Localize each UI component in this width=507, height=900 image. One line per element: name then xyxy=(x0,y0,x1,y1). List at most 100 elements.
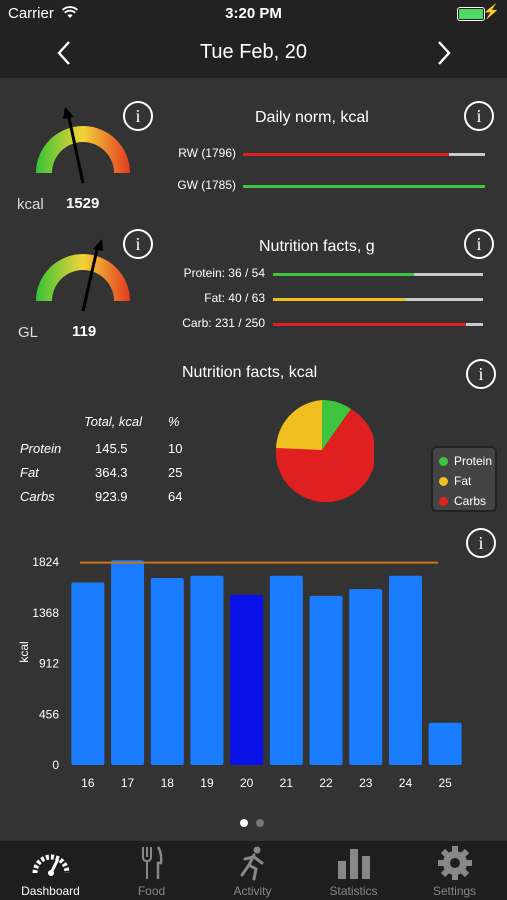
table-cell-total: 364.3 xyxy=(95,465,128,480)
day-bar[interactable] xyxy=(230,594,264,765)
daily-norm-bar-track-1 xyxy=(243,185,485,188)
x-tick-label: 19 xyxy=(200,776,214,790)
tab-settings[interactable]: Settings xyxy=(404,841,505,900)
status-bar: Carrier 3:20 PM ⚡ xyxy=(0,0,507,28)
x-tick-label: 16 xyxy=(81,776,95,790)
gauge-icon xyxy=(32,854,70,876)
next-day-button[interactable] xyxy=(436,40,452,66)
tab-statistics-label: Statistics xyxy=(329,884,378,898)
wifi-icon xyxy=(62,6,78,18)
x-tick-label: 21 xyxy=(280,776,294,790)
bar-chart-icon xyxy=(338,849,370,879)
table-cell-name: Protein xyxy=(20,441,62,456)
nutrition-bar-label-1: Fat: 40 / 63 xyxy=(204,291,265,305)
table-header-total: Total, kcal xyxy=(84,414,143,429)
legend-item-protein: Protein xyxy=(439,454,492,468)
nutrition-kcal-title: Nutrition facts, kcal xyxy=(182,364,318,381)
legend-item-carbs: Carbs xyxy=(439,494,486,508)
tab-activity[interactable]: Activity xyxy=(202,841,303,900)
day-bar[interactable] xyxy=(111,560,145,765)
daily-norm-bar-label-0: RW (1796) xyxy=(178,146,236,160)
tab-food[interactable]: Food xyxy=(101,841,202,900)
charging-icon: ⚡ xyxy=(482,3,500,19)
gl-gauge-value: 119 xyxy=(72,323,97,340)
y-axis-label: kcal xyxy=(17,641,31,662)
chart-info-icon[interactable]: i xyxy=(466,528,496,558)
table-header-percent: % xyxy=(168,414,180,429)
legend-item-fat: Fat xyxy=(439,474,471,488)
x-tick-label: 22 xyxy=(319,776,333,790)
x-tick-label: 18 xyxy=(161,776,175,790)
page-dot-2[interactable] xyxy=(256,819,264,827)
kcal-gauge-info-icon[interactable]: i xyxy=(123,101,153,131)
y-tick-label: 0 xyxy=(52,758,59,772)
tab-dashboard-label: Dashboard xyxy=(21,884,80,898)
daily-norm-bar-fill-1 xyxy=(243,185,485,188)
fork-knife-icon xyxy=(142,846,163,879)
nutrition-bar-fill-2 xyxy=(273,323,467,326)
table-cell-total: 145.5 xyxy=(95,441,128,456)
daily-norm-info-icon[interactable]: i xyxy=(464,101,494,131)
nutrition-bar-label-2: Carb: 231 / 250 xyxy=(182,316,265,330)
nutrition-bar-track-2 xyxy=(273,323,483,326)
tab-food-label: Food xyxy=(137,884,166,898)
macro-pie-chart xyxy=(275,399,374,502)
nutrition-g-info-icon[interactable]: i xyxy=(464,229,494,259)
x-tick-label: 25 xyxy=(438,776,452,790)
page-indicator[interactable] xyxy=(240,814,272,832)
y-tick-label: 456 xyxy=(39,707,59,721)
y-tick-label: 912 xyxy=(39,657,59,671)
table-cell-pct: 25 xyxy=(168,465,183,480)
battery-icon xyxy=(457,7,485,21)
gl-gauge xyxy=(36,239,130,312)
nav-bar: Tue Feb, 20 xyxy=(0,28,507,78)
daily-norm-bar-fill-0 xyxy=(243,153,449,156)
tab-bar: Dashboard Food Activity Statistics xyxy=(0,841,507,900)
nutrition-bar-fill-0 xyxy=(273,273,414,276)
x-tick-label: 24 xyxy=(399,776,413,790)
date-title: Tue Feb, 20 xyxy=(199,41,308,63)
prev-day-button[interactable] xyxy=(56,40,72,66)
y-tick-label: 1824 xyxy=(32,555,59,569)
x-tick-label: 20 xyxy=(240,776,254,790)
tab-settings-label: Settings xyxy=(432,884,477,898)
day-bar[interactable] xyxy=(309,595,343,765)
day-bar[interactable] xyxy=(269,575,303,765)
tab-dashboard[interactable]: Dashboard xyxy=(0,841,101,900)
page-dot-1[interactable] xyxy=(240,819,248,827)
nutrition-kcal-info-icon[interactable]: i xyxy=(466,359,496,389)
macro-legend: Protein Fat Carbs xyxy=(431,446,497,512)
day-bar[interactable] xyxy=(150,578,184,765)
gl-gauge-info-icon[interactable]: i xyxy=(123,229,153,259)
nutrition-bar-fill-1 xyxy=(273,298,406,301)
nutrition-bar-label-0: Protein: 36 / 54 xyxy=(183,266,265,280)
kcal-gauge xyxy=(36,107,130,184)
kcal-gauge-label: kcal xyxy=(17,196,44,213)
x-tick-label: 23 xyxy=(359,776,373,790)
table-cell-name: Fat xyxy=(20,465,39,480)
day-bar[interactable] xyxy=(428,722,462,765)
clock: 3:20 PM xyxy=(225,5,282,22)
kcal-gauge-value: 1529 xyxy=(66,195,100,212)
x-tick-label: 17 xyxy=(121,776,135,790)
day-bar[interactable] xyxy=(71,582,105,765)
gear-icon xyxy=(438,846,472,880)
table-cell-pct: 64 xyxy=(168,489,183,504)
nutrition-g-title: Nutrition facts, g xyxy=(259,238,375,255)
table-cell-name: Carbs xyxy=(20,489,55,504)
daily-kcal-bar-chart: 0 456 912 1368 1824 kcal 16 17 18 19 20 21 22 23 24 25 xyxy=(17,555,462,790)
tab-activity-label: Activity xyxy=(233,884,272,898)
day-bar[interactable] xyxy=(190,575,224,765)
table-cell-total: 923.9 xyxy=(95,489,128,504)
tab-statistics[interactable]: Statistics xyxy=(303,841,404,900)
nutrition-bar-track-0 xyxy=(273,273,483,276)
daily-norm-bar-track-0 xyxy=(243,153,485,156)
daily-norm-bar-label-1: GW (1785) xyxy=(177,178,236,192)
carrier-label: Carrier xyxy=(8,5,54,22)
y-tick-label: 1368 xyxy=(32,606,59,620)
day-bar[interactable] xyxy=(349,589,383,765)
day-bar[interactable] xyxy=(388,575,422,765)
runner-icon xyxy=(240,846,264,881)
gl-gauge-label: GL xyxy=(18,324,39,341)
table-cell-pct: 10 xyxy=(168,441,183,456)
